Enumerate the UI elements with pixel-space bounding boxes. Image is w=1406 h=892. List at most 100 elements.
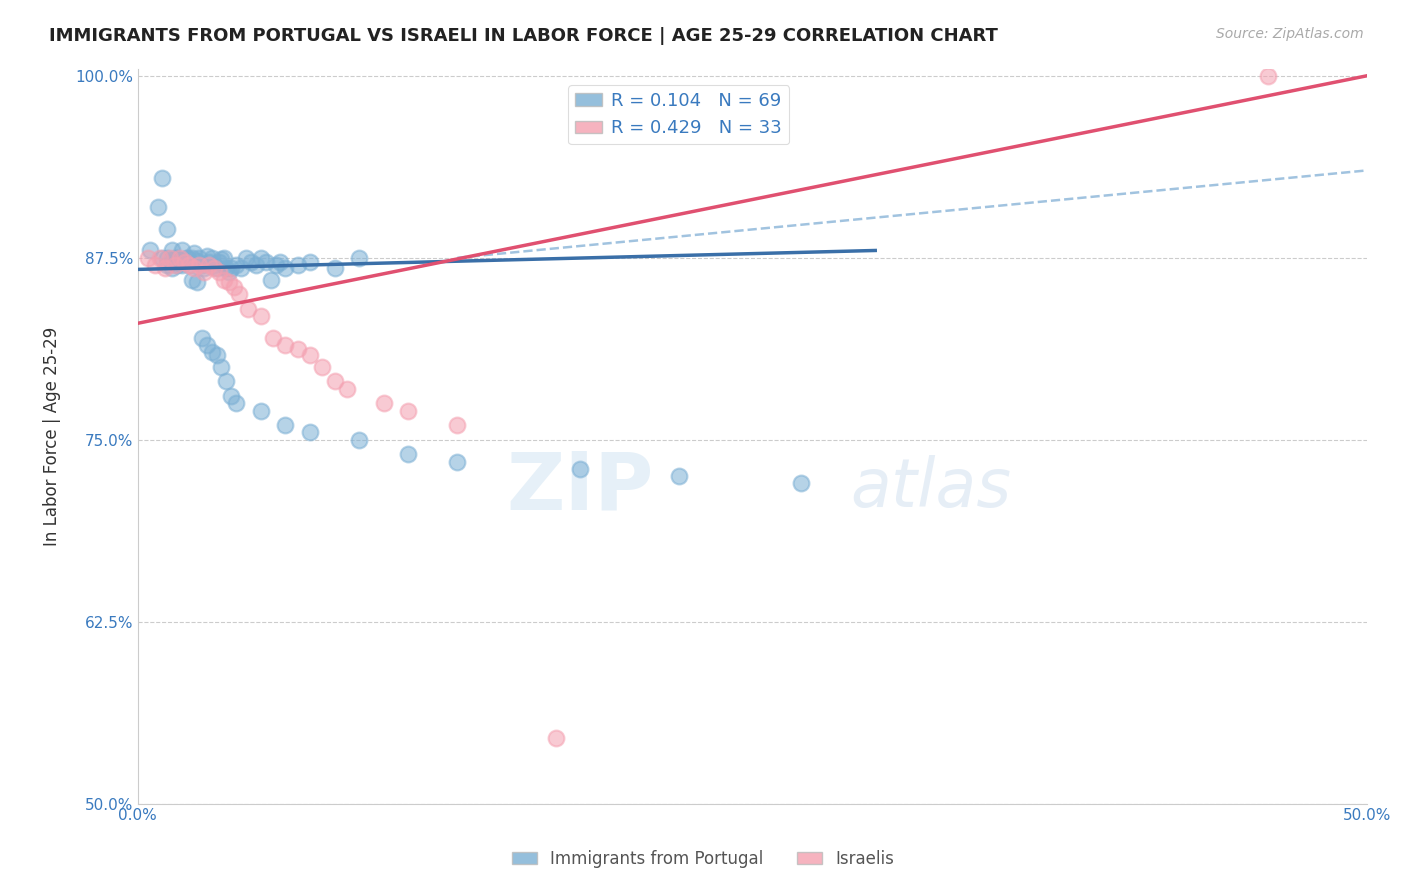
Point — [202, 260, 225, 275]
Point — [225, 258, 247, 272]
Point — [215, 375, 238, 389]
Point — [186, 276, 208, 290]
Point — [208, 265, 231, 279]
Point — [259, 272, 281, 286]
Y-axis label: In Labor Force | Age 25-29: In Labor Force | Age 25-29 — [44, 326, 60, 546]
Point — [152, 170, 174, 185]
Point — [245, 258, 267, 272]
Point — [1257, 69, 1279, 83]
Point — [169, 251, 191, 265]
Point — [183, 246, 205, 260]
Point — [195, 249, 218, 263]
Point — [162, 244, 184, 258]
Point — [162, 260, 184, 275]
Point — [201, 251, 224, 265]
Point — [173, 255, 195, 269]
Point — [396, 403, 419, 417]
Point — [198, 258, 221, 272]
Point — [569, 462, 592, 476]
Point — [172, 258, 194, 272]
Point — [274, 338, 297, 352]
Point — [153, 260, 176, 275]
Point — [209, 359, 232, 374]
Point — [249, 309, 271, 323]
Point — [287, 258, 309, 272]
Point — [287, 343, 309, 357]
Point — [163, 258, 186, 272]
Point — [336, 382, 359, 396]
Legend: R = 0.104   N = 69, R = 0.429   N = 33: R = 0.104 N = 69, R = 0.429 N = 33 — [568, 85, 789, 145]
Point — [166, 258, 188, 272]
Point — [191, 331, 214, 345]
Point — [219, 260, 242, 275]
Point — [311, 359, 333, 374]
Point — [269, 255, 291, 269]
Point — [218, 265, 240, 279]
Point — [205, 348, 228, 362]
Point — [347, 251, 370, 265]
Point — [205, 260, 228, 275]
Text: ZIP: ZIP — [506, 449, 654, 526]
Point — [249, 403, 271, 417]
Point — [790, 476, 813, 491]
Point — [298, 425, 321, 440]
Point — [201, 345, 224, 359]
Point — [188, 258, 211, 272]
Point — [446, 454, 468, 468]
Point — [209, 252, 232, 267]
Point — [198, 255, 221, 269]
Point — [396, 447, 419, 461]
Point — [228, 287, 250, 301]
Point — [262, 331, 284, 345]
Point — [238, 301, 260, 316]
Point — [222, 280, 245, 294]
Point — [179, 258, 201, 272]
Point — [274, 418, 297, 433]
Point — [176, 251, 198, 265]
Point — [156, 251, 179, 265]
Point — [159, 251, 181, 265]
Point — [323, 375, 346, 389]
Point — [235, 251, 257, 265]
Point — [668, 469, 690, 483]
Point — [212, 272, 235, 286]
Point — [163, 251, 186, 265]
Point — [254, 255, 277, 269]
Point — [373, 396, 395, 410]
Point — [274, 260, 297, 275]
Point — [446, 418, 468, 433]
Point — [218, 276, 240, 290]
Point — [172, 255, 194, 269]
Point — [249, 251, 271, 265]
Point — [176, 251, 198, 265]
Point — [323, 260, 346, 275]
Point — [264, 258, 287, 272]
Point — [347, 433, 370, 447]
Legend: Immigrants from Portugal, Israelis: Immigrants from Portugal, Israelis — [505, 844, 901, 875]
Point — [215, 260, 238, 275]
Point — [136, 251, 159, 265]
Point — [146, 200, 169, 214]
Point — [143, 258, 166, 272]
Point — [181, 272, 204, 286]
Point — [172, 244, 194, 258]
Text: Source: ZipAtlas.com: Source: ZipAtlas.com — [1216, 27, 1364, 41]
Point — [298, 348, 321, 362]
Point — [219, 389, 242, 403]
Point — [229, 260, 252, 275]
Point — [208, 255, 231, 269]
Point — [225, 396, 247, 410]
Point — [156, 258, 179, 272]
Point — [152, 251, 174, 265]
Point — [139, 244, 162, 258]
Text: atlas: atlas — [851, 455, 1012, 521]
Point — [183, 260, 205, 275]
Point — [193, 265, 215, 279]
Text: IMMIGRANTS FROM PORTUGAL VS ISRAELI IN LABOR FORCE | AGE 25-29 CORRELATION CHART: IMMIGRANTS FROM PORTUGAL VS ISRAELI IN L… — [49, 27, 998, 45]
Point — [186, 253, 208, 268]
Point — [181, 251, 204, 265]
Point — [191, 258, 214, 272]
Point — [149, 251, 172, 265]
Point — [166, 251, 188, 265]
Point — [195, 338, 218, 352]
